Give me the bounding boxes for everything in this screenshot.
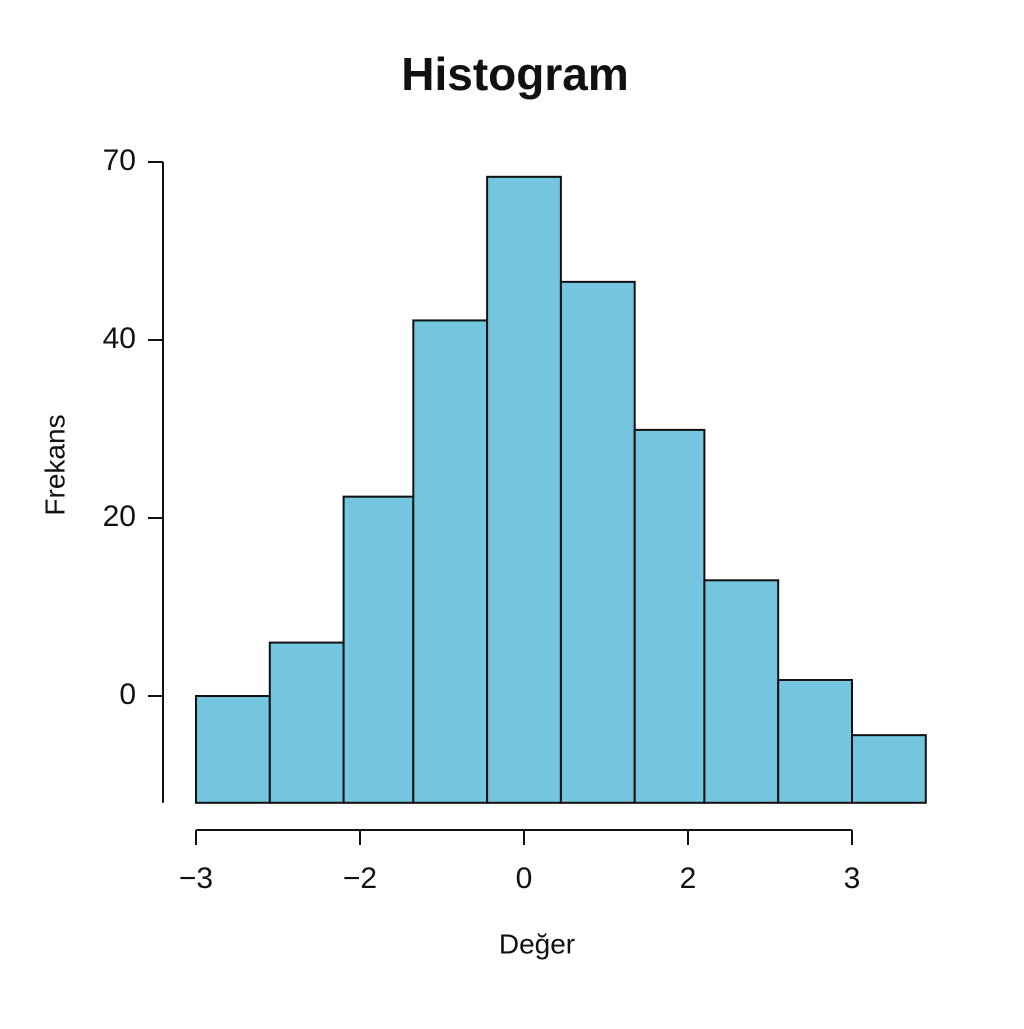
- x-tick-label: −3: [179, 862, 213, 895]
- bar: [412, 319, 489, 804]
- bar: [703, 579, 780, 804]
- bar: [633, 428, 706, 804]
- y-tick-label: 0: [119, 678, 136, 711]
- y-axis-label: Frekans: [39, 414, 70, 515]
- y-tick-label: 70: [103, 144, 136, 177]
- y-tick-label: 40: [103, 322, 136, 355]
- bar: [342, 495, 415, 804]
- x-tick-label: −2: [343, 862, 377, 895]
- chart-title: Histogram: [401, 48, 628, 100]
- bar: [777, 678, 854, 804]
- y-tick-label: 20: [103, 500, 136, 533]
- bar: [851, 734, 927, 804]
- bar: [268, 641, 345, 804]
- bar: [486, 175, 562, 804]
- x-axis-label: Değer: [499, 928, 575, 959]
- x-tick-label: 2: [680, 862, 697, 895]
- x-tick-label: 0: [516, 862, 533, 895]
- bar: [559, 280, 636, 804]
- bar: [195, 695, 271, 804]
- x-tick-label: 3: [844, 862, 861, 895]
